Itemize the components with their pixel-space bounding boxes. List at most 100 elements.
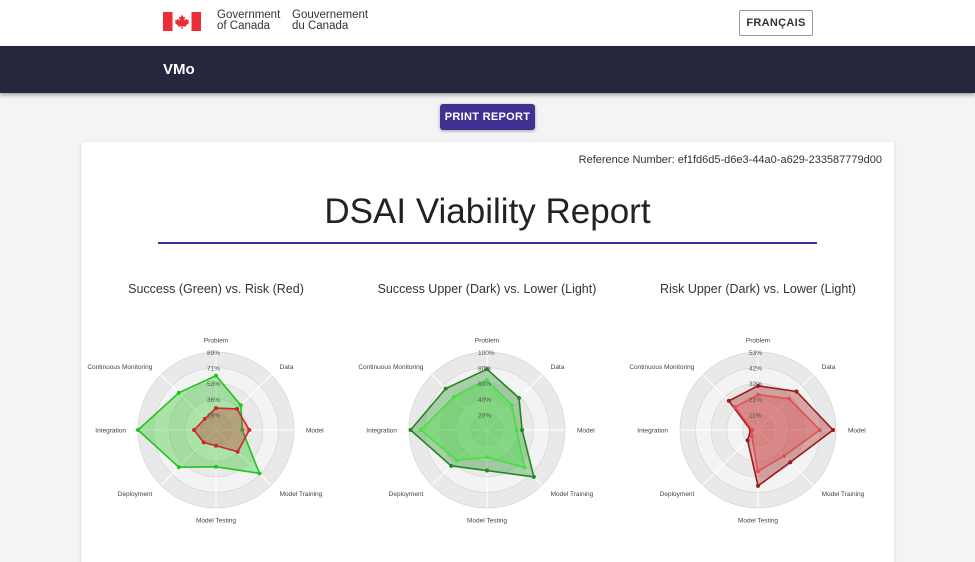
app-bar: VMo — [0, 46, 975, 93]
radar-point-model — [817, 428, 822, 432]
chart-title-success-vs-risk: Success (Green) vs. Risk (Red) — [128, 282, 304, 296]
radar-point-model-testing — [756, 469, 760, 474]
radar-point-model — [240, 428, 245, 432]
language-toggle-button[interactable]: FRANÇAIS — [739, 10, 813, 36]
radar-point-model-training — [788, 460, 793, 465]
radar-point-data — [516, 396, 521, 401]
radar-point-problem — [756, 392, 760, 397]
canada-flag-icon — [163, 12, 201, 31]
radar-tick-label: 36% — [207, 397, 220, 404]
radar-point-model-training — [782, 454, 787, 459]
reference-number: Reference Number: ef1fd6d5-d6e3-44a0-a62… — [578, 154, 882, 166]
radar-axis-label-model-testing: Model Testing — [467, 518, 507, 525]
radar-tick-label: 40% — [478, 397, 491, 404]
app-title[interactable]: VMo — [163, 61, 195, 78]
radar-axis-label-integration: Integration — [637, 428, 668, 435]
radar-tick-label: 21% — [749, 397, 762, 404]
radar-axis-label-model-training: Model Training — [822, 491, 865, 498]
wordmark-en-line2: of Canada — [217, 20, 271, 32]
radar-tick-label: 53% — [749, 350, 762, 357]
radar-spoke — [431, 429, 488, 486]
radar-point-model-testing — [485, 455, 489, 460]
radar-tick-label: 42% — [749, 366, 762, 373]
radar-axis-label-integration: Integration — [95, 428, 126, 435]
radar-tick-label: 80% — [478, 366, 491, 373]
radar-spoke — [160, 429, 217, 486]
radar-point-continuous-monitoring — [202, 416, 207, 421]
radar-axis-label-deployment: Deployment — [118, 491, 153, 498]
radar-point-continuous-monitoring — [176, 390, 181, 395]
government-of-canada-wordmark: Government of Canada — [217, 9, 281, 32]
radar-tick-label: 11% — [749, 412, 762, 419]
radar-axis-label-continuous-monitoring: Continuous Monitoring — [87, 364, 152, 371]
radar-point-deployment — [454, 458, 459, 463]
radar-axis-label-model-testing: Model Testing — [196, 518, 236, 525]
radar-tick-label: 89% — [207, 350, 220, 357]
radar-axis-label-data: Data — [551, 364, 565, 371]
radar-axis-label-deployment: Deployment — [389, 491, 424, 498]
radar-point-model-testing — [756, 483, 760, 488]
radar-point-data — [235, 406, 240, 411]
radar-axis-label-model-training: Model Training — [551, 491, 594, 498]
radar-tick-label: 20% — [478, 412, 491, 419]
radar-point-model-testing — [485, 468, 489, 473]
radar-point-model — [514, 428, 519, 432]
radar-point-model — [520, 428, 525, 432]
radar-spoke — [757, 429, 814, 486]
radar-tick-label: 60% — [478, 381, 491, 388]
radar-point-problem — [756, 383, 760, 388]
radar-point-data — [787, 396, 792, 401]
radar-point-problem — [214, 373, 218, 378]
radar-axis-label-model: Model — [848, 428, 866, 435]
radar-point-data — [509, 403, 514, 408]
radar-point-deployment — [176, 465, 181, 470]
title-divider — [158, 242, 817, 244]
radar-spoke — [215, 374, 272, 431]
radar-point-integration — [750, 428, 755, 432]
radar-spoke — [215, 429, 272, 486]
government-header: Government of Canada Gouvernement du Can… — [0, 0, 975, 46]
radar-point-deployment — [749, 434, 754, 439]
report-title: DSAI Viability Report — [324, 192, 651, 231]
radar-point-continuous-monitoring — [443, 386, 448, 391]
radar-point-continuous-monitoring — [451, 394, 456, 399]
chart-title-risk-upper-lower: Risk Upper (Dark) vs. Lower (Light) — [660, 282, 856, 296]
radar-point-integration — [192, 428, 197, 432]
radar-point-problem — [214, 406, 218, 411]
radar-point-continuous-monitoring — [726, 398, 731, 403]
radar-point-data — [794, 389, 799, 394]
radar-spoke — [431, 374, 488, 431]
radar-spoke — [160, 374, 217, 431]
wordmark-fr-line1: Gouvernement — [292, 9, 369, 21]
radar-axis-label-integration: Integration — [366, 428, 397, 435]
wordmark-fr-line2: du Canada — [292, 20, 349, 32]
report-card: Reference Number: ef1fd6d5-d6e3-44a0-a62… — [81, 142, 894, 562]
radar-point-integration — [418, 428, 423, 432]
radar-point-problem — [485, 378, 489, 383]
radar-axis-label-data: Data — [280, 364, 294, 371]
radar-axis-label-continuous-monitoring: Continuous Monitoring — [629, 364, 694, 371]
radar-point-integration — [408, 428, 413, 432]
radar-point-data — [238, 403, 243, 408]
radar-axis-label-problem: Problem — [746, 338, 770, 345]
radar-point-continuous-monitoring — [733, 405, 738, 410]
radar-point-model-testing — [214, 464, 218, 469]
radar-point-problem — [485, 367, 489, 372]
radar-axis-label-problem: Problem — [475, 338, 499, 345]
radar-axis-label-model: Model — [577, 428, 595, 435]
wordmark-en-line1: Government — [217, 9, 281, 21]
radar-tick-label: 32% — [749, 381, 762, 388]
radar-point-integration — [136, 428, 140, 432]
radar-point-deployment — [745, 438, 750, 443]
radar-point-model-testing — [214, 443, 218, 448]
radar-axis-label-problem: Problem — [204, 338, 228, 345]
radar-chart-risk-upper-lower: 11% 21% 32% 42% 53% Problem Data Model Model Tra… — [629, 338, 866, 525]
radar-tick-label: 53% — [207, 381, 220, 388]
radar-chart-success-vs-risk: 18% 36% 53% 71% 89% Problem Data Model Model Tra… — [87, 338, 324, 525]
radar-axis-label-continuous-monitoring: Continuous Monitoring — [358, 364, 423, 371]
radar-axis-label-model-testing: Model Testing — [738, 518, 778, 525]
print-report-button[interactable]: PRINT REPORT — [440, 104, 535, 130]
radar-point-model — [831, 428, 836, 432]
radar-point-model — [247, 428, 252, 432]
radar-point-deployment — [201, 440, 206, 445]
